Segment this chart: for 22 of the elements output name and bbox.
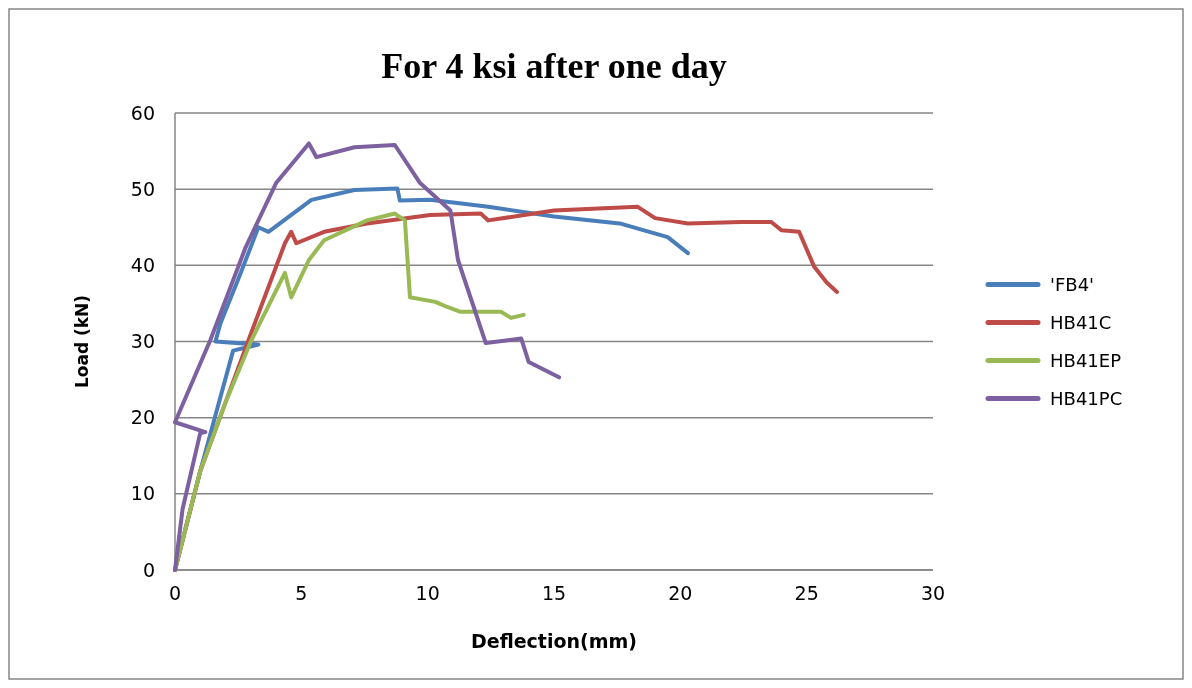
- y-axis-title: Load (kN): [72, 294, 92, 389]
- x-tick-label: 30: [920, 582, 946, 604]
- legend-label: HB41C: [1050, 311, 1112, 333]
- x-tick-label: 25: [794, 582, 819, 604]
- y-tick-label: 60: [130, 101, 155, 124]
- x-tick-label: 15: [541, 582, 567, 604]
- chart-title: For 4 ksi after one day: [381, 46, 727, 86]
- x-axis-title: Deflection(mm): [470, 630, 638, 652]
- legend-label: HB41PC: [1050, 387, 1123, 409]
- y-tick-label: 50: [130, 177, 155, 200]
- y-tick-label: 20: [130, 406, 155, 429]
- x-tick-label: 0: [168, 582, 182, 604]
- y-tick-label: 10: [130, 482, 155, 505]
- legend-label: 'FB4': [1050, 273, 1095, 295]
- x-tick-label: 20: [668, 582, 693, 604]
- legend-label: HB41EP: [1050, 349, 1122, 371]
- line-series: [173, 141, 562, 572]
- x-tick-label: 5: [295, 582, 308, 604]
- y-tick-label: 40: [130, 253, 155, 276]
- y-tick-label: 30: [130, 330, 155, 353]
- x-tick-label: 10: [415, 582, 440, 604]
- y-tick-label: 0: [142, 558, 155, 581]
